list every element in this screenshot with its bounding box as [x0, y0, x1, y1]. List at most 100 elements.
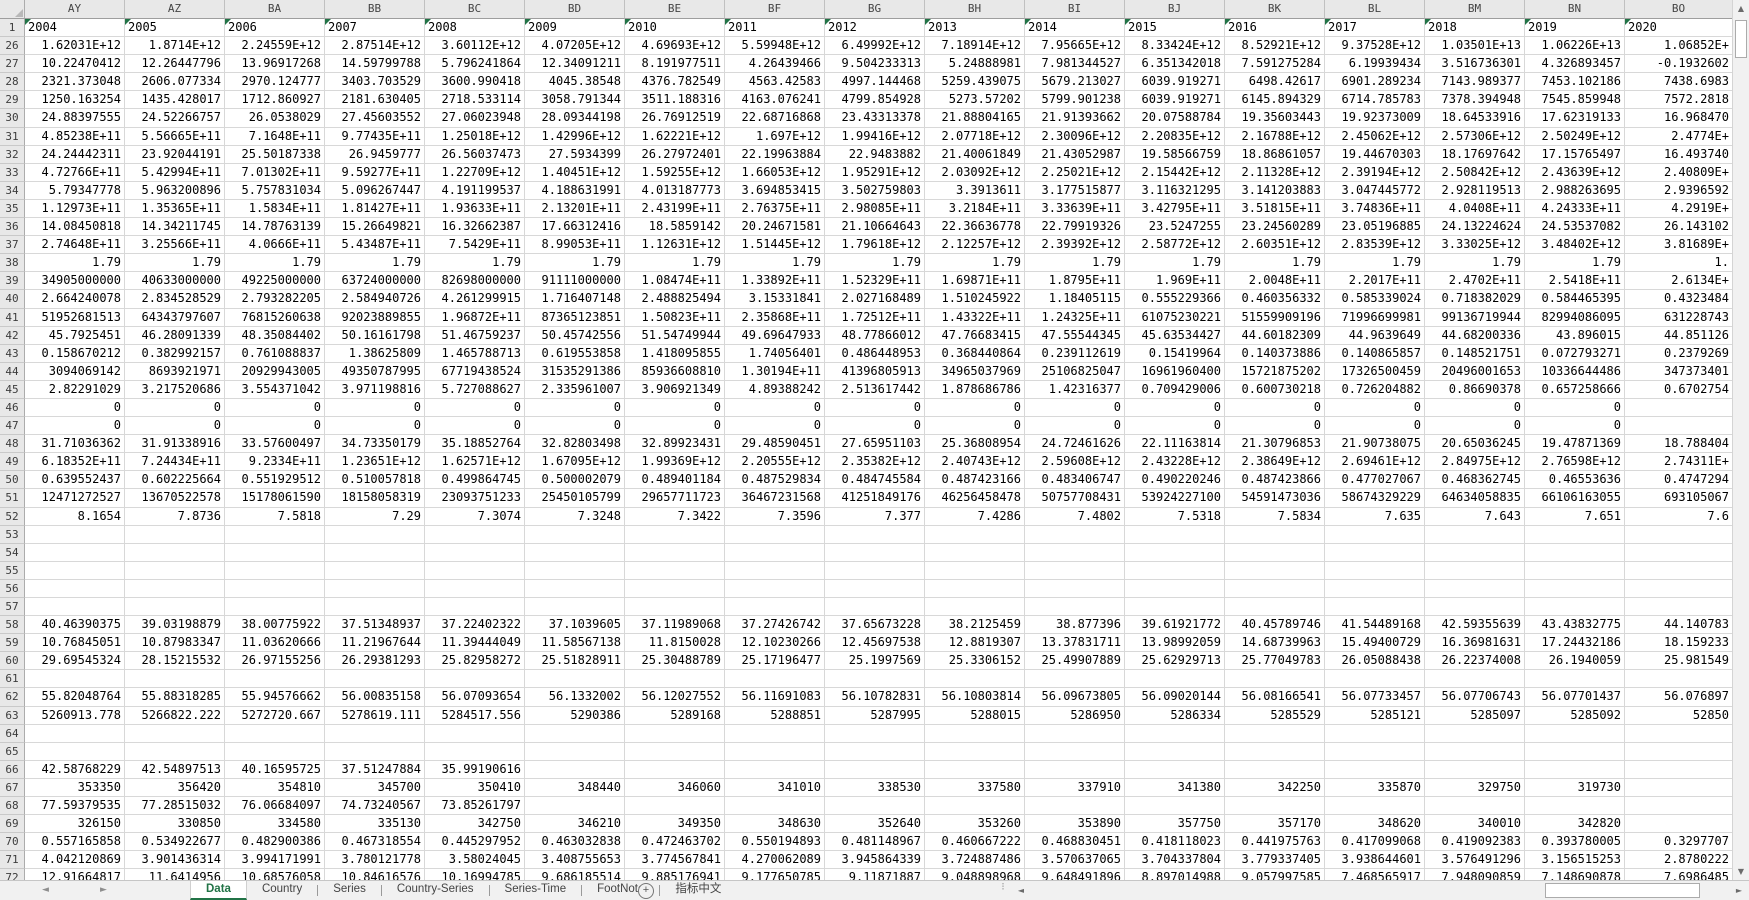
cell[interactable]: 66106163055 — [1525, 489, 1625, 508]
cell[interactable]: 11.03620666 — [225, 634, 325, 653]
cell[interactable] — [1325, 760, 1425, 779]
row-header-1[interactable]: 1 — [0, 19, 25, 38]
cell[interactable]: 19.47871369 — [1525, 435, 1625, 454]
cell[interactable]: 1.69871E+11 — [925, 272, 1025, 291]
scroll-right-icon[interactable]: ► — [1732, 883, 1746, 898]
cell[interactable]: 2.664240078 — [25, 290, 125, 309]
cell[interactable] — [725, 760, 825, 779]
cell[interactable]: 19.92373009 — [1325, 109, 1425, 128]
cell[interactable]: 353890 — [1025, 815, 1125, 834]
cell[interactable]: 1.03501E+13 — [1425, 37, 1525, 56]
cell[interactable]: 1.42996E+12 — [525, 127, 625, 146]
cell[interactable]: 16.968470 — [1625, 109, 1732, 128]
cell[interactable]: 24.53537082 — [1525, 218, 1625, 237]
cell[interactable]: 3.2184E+11 — [925, 199, 1025, 219]
cell[interactable]: 0.382992157 — [125, 344, 225, 363]
cell[interactable]: 41396805913 — [825, 362, 925, 381]
cell[interactable]: 1.79 — [525, 254, 625, 273]
cell[interactable]: 4799.854928 — [825, 91, 925, 110]
cell[interactable] — [1325, 598, 1425, 617]
cell[interactable]: 3.554371042 — [225, 380, 325, 399]
row-header-55[interactable]: 55 — [0, 561, 25, 580]
column-header-BD[interactable]: BD — [525, 0, 625, 19]
cell[interactable]: 56.00835158 — [325, 688, 425, 707]
cell[interactable] — [1025, 670, 1125, 689]
tab-nav-left-icon[interactable]: ◄ — [42, 885, 49, 895]
row-header-39[interactable]: 39 — [0, 272, 25, 291]
select-all-corner[interactable] — [0, 0, 25, 19]
column-header-BJ[interactable]: BJ — [1125, 0, 1225, 19]
cell[interactable]: 2.20835E+12 — [1125, 127, 1225, 146]
cell[interactable]: 4.042120869 — [25, 851, 125, 870]
column-header-BH[interactable]: BH — [925, 0, 1025, 19]
cell[interactable]: 0.368440864 — [925, 344, 1025, 363]
cell[interactable]: 7453.102186 — [1525, 73, 1625, 92]
cell[interactable]: 45.7925451 — [25, 326, 125, 345]
cell[interactable]: 3.141203883 — [1225, 181, 1325, 200]
cell[interactable] — [425, 561, 525, 580]
cell[interactable]: 1.62571E+12 — [425, 453, 525, 472]
cell[interactable]: 43.896015 — [1525, 326, 1625, 345]
cell[interactable] — [1625, 670, 1732, 689]
cell[interactable]: 0.718382029 — [1425, 290, 1525, 309]
cell[interactable]: 64634058835 — [1425, 489, 1525, 508]
cell[interactable]: 3.938644601 — [1325, 851, 1425, 870]
cell[interactable]: 91111000000 — [525, 272, 625, 291]
cell[interactable] — [1525, 561, 1625, 580]
cell[interactable]: 1.42316377 — [1025, 380, 1125, 399]
cell[interactable]: 3.15331841 — [725, 290, 825, 309]
cell[interactable]: 18.17697642 — [1425, 145, 1525, 164]
cell[interactable] — [1025, 797, 1125, 816]
cell[interactable]: 0.585339024 — [1325, 290, 1425, 309]
cell[interactable] — [325, 742, 425, 761]
cell[interactable] — [1225, 598, 1325, 617]
cell[interactable]: 0.86690378 — [1425, 380, 1525, 399]
row-header-71[interactable]: 71 — [0, 851, 25, 870]
cell[interactable]: 357750 — [1125, 815, 1225, 834]
cell[interactable]: 0 — [325, 417, 425, 436]
cell[interactable]: 0.140373886 — [1225, 344, 1325, 363]
cell[interactable] — [225, 670, 325, 689]
cell[interactable]: 56.07701437 — [1525, 688, 1625, 707]
cell[interactable]: 25.62929713 — [1125, 652, 1225, 671]
cell[interactable]: 0 — [125, 398, 225, 418]
cell[interactable]: 2.30096E+12 — [1025, 127, 1125, 146]
cell[interactable]: 22.9483882 — [825, 145, 925, 164]
cell[interactable]: 2.59608E+12 — [1025, 453, 1125, 472]
cell[interactable] — [525, 724, 625, 743]
cell[interactable]: 341010 — [725, 778, 825, 798]
sheet-tab-Series[interactable]: Series — [333, 883, 366, 895]
cell[interactable]: 0.140865857 — [1325, 344, 1425, 363]
scroll-up-icon[interactable]: ▲ — [1734, 1, 1748, 17]
cell[interactable]: 2.2017E+11 — [1325, 272, 1425, 291]
cell[interactable]: 0.584465395 — [1525, 290, 1625, 309]
cell[interactable]: 4.07205E+12 — [525, 37, 625, 56]
cell[interactable]: 22.11163814 — [1125, 435, 1225, 454]
cell[interactable] — [1525, 670, 1625, 689]
cell[interactable]: 6145.894329 — [1225, 91, 1325, 110]
cell[interactable]: 1.33892E+11 — [725, 272, 825, 291]
cell[interactable]: 0.500002079 — [525, 471, 625, 490]
cell[interactable]: 0 — [1025, 417, 1125, 436]
cell[interactable]: 17.62319133 — [1525, 109, 1625, 128]
cell[interactable]: 0 — [1525, 398, 1625, 418]
cell[interactable]: 45.63534427 — [1125, 326, 1225, 345]
cell[interactable]: 0.709429006 — [1125, 380, 1225, 399]
cell[interactable] — [1625, 544, 1732, 562]
cell[interactable]: 5273.57202 — [925, 91, 1025, 110]
cell[interactable]: 2.43639E+12 — [1525, 163, 1625, 182]
cell[interactable] — [725, 525, 825, 544]
cell[interactable]: 20.24671581 — [725, 218, 825, 237]
cell[interactable]: 3.780121778 — [325, 851, 425, 870]
cell[interactable]: 2.58772E+12 — [1125, 236, 1225, 255]
cell[interactable]: 1.8795E+11 — [1025, 272, 1125, 291]
cell[interactable]: 2.4702E+11 — [1425, 272, 1525, 291]
cell[interactable]: 3.116321295 — [1125, 181, 1225, 200]
cell[interactable] — [725, 579, 825, 598]
cell[interactable]: 53924227100 — [1125, 489, 1225, 508]
cell[interactable]: 0.158670212 — [25, 344, 125, 363]
cell[interactable]: 7.377 — [825, 507, 925, 526]
cell[interactable]: 37.65673228 — [825, 616, 925, 635]
cell[interactable]: 21.43052987 — [1025, 145, 1125, 164]
cell[interactable] — [25, 561, 125, 580]
